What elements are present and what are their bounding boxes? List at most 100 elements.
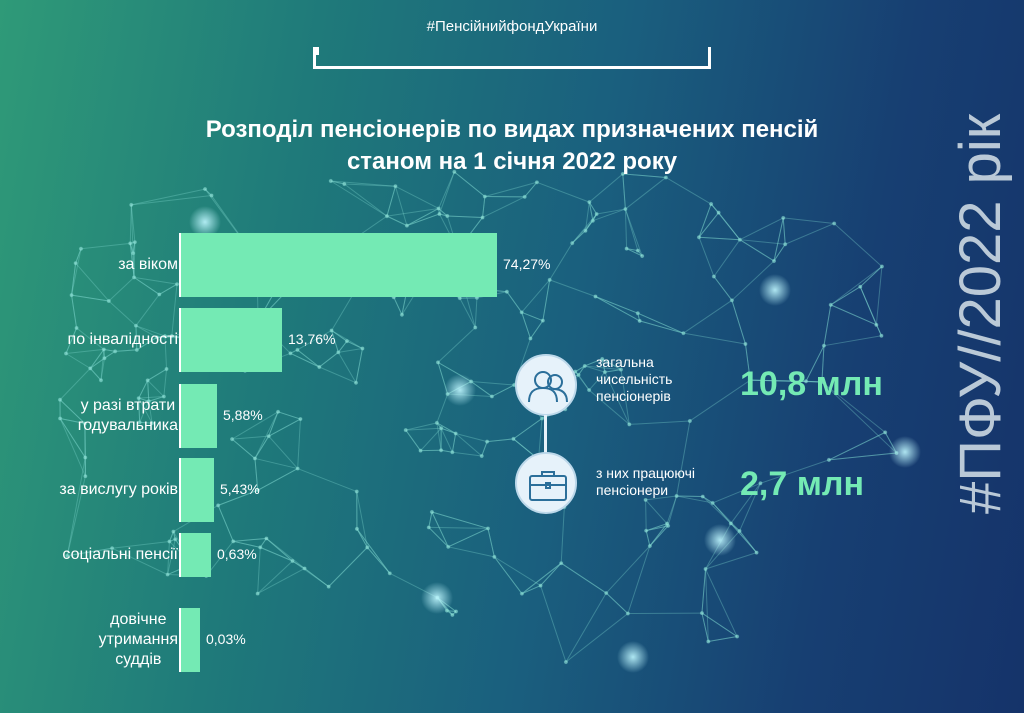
- network-line: [233, 540, 261, 548]
- network-line: [713, 276, 733, 301]
- network-node: [438, 448, 444, 453]
- network-node: [336, 350, 341, 355]
- category-axis-segment: [179, 608, 181, 672]
- network-line: [59, 418, 86, 477]
- network-node: [858, 284, 863, 289]
- network-line: [428, 527, 449, 548]
- network-line: [130, 204, 136, 243]
- network-line: [103, 348, 116, 352]
- network-line: [420, 427, 442, 451]
- network-node: [534, 180, 540, 185]
- network-line: [604, 369, 622, 373]
- network-line: [588, 201, 598, 215]
- network-node: [528, 336, 533, 341]
- network-line: [536, 181, 590, 203]
- network-line: [859, 266, 883, 288]
- network-line: [71, 294, 109, 302]
- network-line: [830, 286, 861, 306]
- network-line: [104, 350, 116, 359]
- network-line: [67, 547, 113, 557]
- network-node: [828, 302, 833, 307]
- network-line: [71, 263, 77, 296]
- network-line: [521, 562, 562, 595]
- network-node: [547, 277, 552, 282]
- network-line: [698, 203, 712, 238]
- network-node: [587, 200, 592, 205]
- network-node: [728, 521, 733, 526]
- network-node: [618, 367, 624, 372]
- network-line: [59, 418, 86, 458]
- network-line: [356, 528, 368, 548]
- network-node: [317, 364, 322, 370]
- network-line: [601, 358, 622, 371]
- network-line: [59, 399, 86, 424]
- network-line: [405, 427, 442, 431]
- network-line: [739, 217, 784, 241]
- network-line: [702, 496, 732, 524]
- network-line: [366, 547, 391, 574]
- network-node: [582, 363, 587, 369]
- network-line: [565, 613, 629, 663]
- network-node: [329, 328, 334, 333]
- network-line: [355, 348, 363, 383]
- network-line: [624, 208, 643, 257]
- network-line: [596, 208, 626, 215]
- network-line: [135, 325, 138, 350]
- network-line: [513, 418, 543, 440]
- network-line: [447, 215, 483, 218]
- network-node: [452, 169, 457, 174]
- network-node: [623, 206, 628, 212]
- network-line: [328, 547, 368, 587]
- network-line: [565, 592, 607, 663]
- network-line: [438, 171, 455, 215]
- network-node: [437, 211, 442, 217]
- network-node: [165, 572, 170, 577]
- network-line: [168, 531, 174, 542]
- network-node: [146, 399, 151, 404]
- network-line: [440, 427, 456, 434]
- network-line: [676, 495, 703, 498]
- network-line: [338, 348, 363, 353]
- network-line: [233, 537, 267, 542]
- network-line: [574, 371, 590, 391]
- network-line: [620, 369, 630, 425]
- network-node: [230, 437, 235, 442]
- network-node: [174, 282, 180, 287]
- network-line: [666, 495, 678, 524]
- network-line: [89, 357, 105, 369]
- network-line: [304, 568, 329, 588]
- network-line: [257, 468, 298, 491]
- network-node: [404, 223, 410, 228]
- network-node: [879, 333, 884, 338]
- network-line: [131, 195, 212, 206]
- network-line: [436, 393, 449, 424]
- network-line: [254, 458, 259, 491]
- network-line: [135, 325, 138, 350]
- network-node: [803, 379, 809, 384]
- network-line: [828, 431, 886, 461]
- network-line: [148, 401, 153, 424]
- network-line: [406, 208, 439, 227]
- category-axis-segment: [179, 384, 181, 448]
- network-line: [254, 458, 259, 491]
- network-line: [578, 365, 586, 376]
- network-line: [133, 242, 136, 278]
- network-line: [436, 422, 456, 434]
- network-node: [729, 298, 735, 303]
- network-line: [71, 294, 109, 302]
- network-line: [133, 276, 160, 295]
- network-line: [482, 196, 486, 218]
- network-line: [129, 243, 134, 254]
- network-line: [821, 381, 897, 454]
- vertical-hashtag: #ПФУ//2022 рік: [948, 113, 1013, 514]
- network-line: [337, 340, 348, 353]
- network-line: [266, 538, 293, 562]
- network-line: [268, 411, 279, 437]
- network-node: [445, 213, 450, 219]
- network-node: [664, 521, 670, 526]
- network-node: [255, 591, 260, 596]
- network-line: [65, 353, 91, 369]
- network-line: [232, 435, 269, 440]
- network-node: [255, 488, 260, 493]
- network-line: [731, 300, 746, 345]
